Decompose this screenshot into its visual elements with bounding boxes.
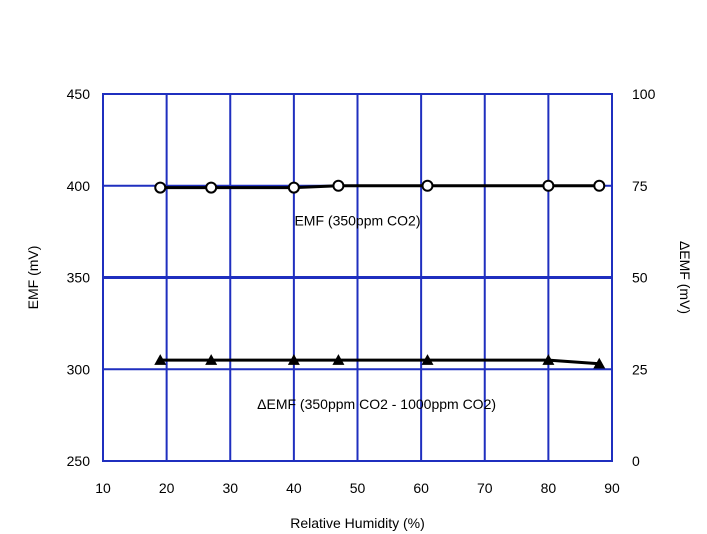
data-point-triangle (287, 354, 300, 365)
y-axis-label: EMF (mV) (25, 246, 41, 310)
y-tick-label: 400 (67, 178, 91, 194)
x-tick-label: 70 (477, 480, 493, 496)
y2-tick-label: 0 (632, 453, 640, 469)
y-tick-label: 450 (67, 86, 91, 102)
x-tick-label: 60 (413, 480, 429, 496)
x-tick-label: 30 (222, 480, 238, 496)
y2-axis-label: ΔEMF (mV) (677, 241, 693, 314)
x-axis-label: Relative Humidity (%) (290, 515, 425, 531)
tick-labels: 10 20 30 40 50 60 70 80 90 250 300 350 400 450 0 25 50 75… (67, 86, 656, 496)
data-point-circle (332, 179, 345, 192)
x-tick-label: 50 (350, 480, 366, 496)
data-point-triangle (542, 354, 555, 365)
data-point-circle (593, 179, 606, 192)
data-point-circle (205, 181, 218, 194)
x-tick-label: 80 (541, 480, 557, 496)
data-point-circle (542, 179, 555, 192)
series-0 (154, 179, 606, 194)
x-tick-label: 40 (286, 480, 302, 496)
data-point-circle (421, 179, 434, 192)
annotation-delta-emf: ΔEMF (350ppm CO2 - 1000ppm CO2) (257, 396, 496, 412)
data-point-circle (154, 181, 167, 194)
series-1 (154, 354, 606, 369)
x-tick-label: 10 (95, 480, 111, 496)
data-point-circle (287, 181, 300, 194)
series-layer (154, 179, 606, 369)
data-point-triangle (154, 354, 167, 365)
x-tick-label: 90 (604, 480, 620, 496)
plot-frame (102, 93, 613, 462)
data-point-triangle (593, 357, 606, 369)
annotation-emf: EMF (350ppm CO2) (294, 213, 420, 229)
x-tick-label: 20 (159, 480, 175, 496)
data-point-triangle (205, 354, 218, 365)
y-tick-label: 300 (67, 361, 91, 377)
series-line (160, 358, 600, 366)
y2-tick-label: 25 (632, 361, 648, 377)
y2-tick-label: 100 (632, 86, 656, 102)
data-point-triangle (421, 354, 434, 365)
y-tick-label: 350 (67, 270, 91, 286)
y2-tick-label: 75 (632, 178, 648, 194)
data-point-triangle (332, 354, 345, 365)
y2-tick-label: 50 (632, 270, 648, 286)
y-tick-label: 250 (67, 453, 91, 469)
